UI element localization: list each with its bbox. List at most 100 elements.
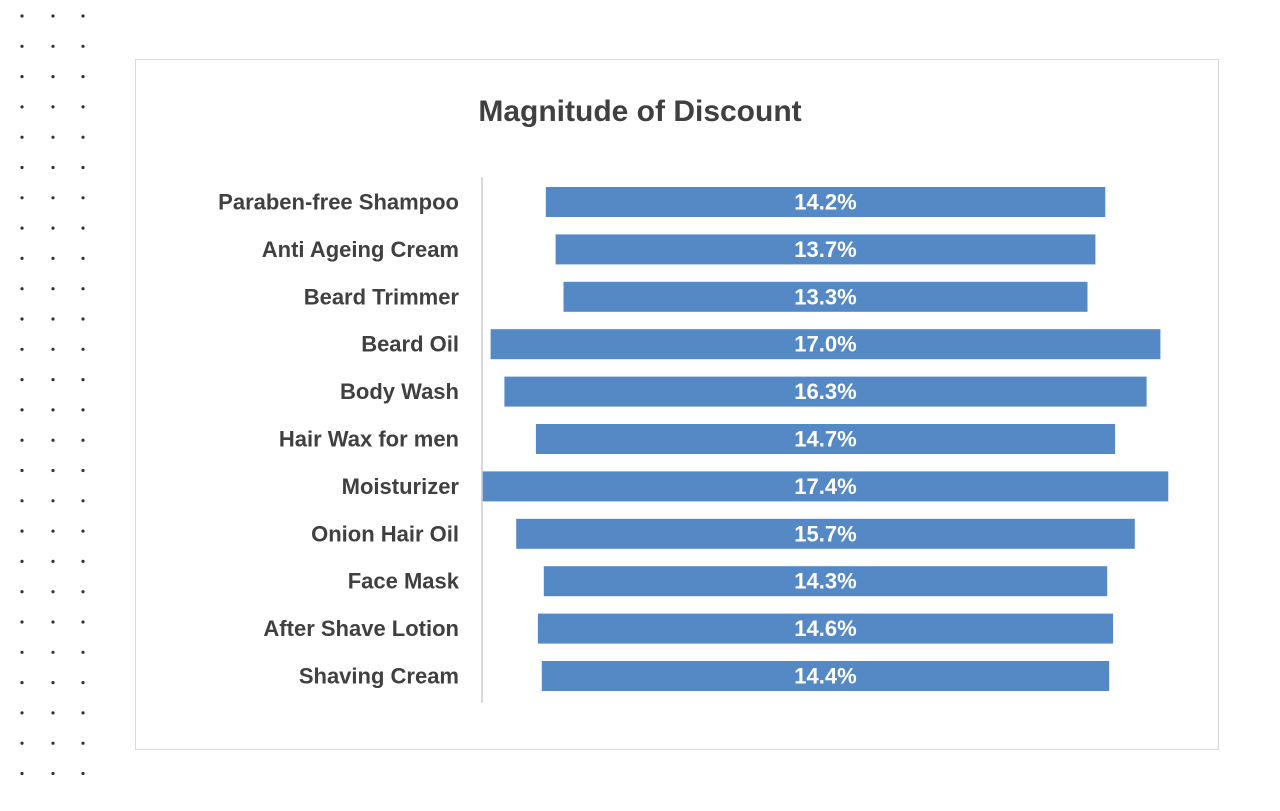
decor-dot	[51, 75, 55, 79]
decor-dot	[51, 287, 55, 291]
decor-dot	[81, 408, 85, 412]
data-label: 14.2%	[794, 190, 856, 215]
category-tick-label: Shaving Cream	[299, 664, 459, 689]
data-label: 14.4%	[794, 664, 856, 689]
decor-dot	[20, 256, 24, 260]
decor-dot	[51, 711, 55, 715]
decor-dot	[51, 499, 55, 503]
decor-dot	[20, 650, 24, 654]
decor-dot	[20, 468, 24, 473]
decor-dot	[81, 529, 85, 533]
decor-dot	[20, 14, 24, 18]
decor-dot	[51, 771, 55, 776]
category-tick-label: Hair Wax for men	[279, 427, 459, 452]
decor-dot	[20, 287, 24, 291]
decor-dot	[51, 256, 55, 260]
decor-dot	[51, 44, 55, 48]
decor-dot	[51, 196, 55, 200]
decor-dot	[20, 135, 24, 139]
decor-dot	[20, 105, 24, 109]
data-label: 16.3%	[794, 379, 856, 404]
bar	[490, 329, 1161, 360]
decor-dot	[81, 226, 85, 230]
decor-dot	[81, 256, 85, 260]
category-tick-label: Beard Trimmer	[304, 284, 460, 309]
decor-dot	[51, 165, 55, 170]
decor-dot	[51, 590, 55, 594]
data-label: 14.7%	[794, 427, 856, 452]
decor-dot	[81, 559, 85, 564]
decor-dot	[51, 105, 55, 109]
decor-dot	[81, 378, 85, 382]
bar	[563, 281, 1088, 312]
decor-dot	[51, 317, 55, 321]
decor-dot	[51, 468, 55, 473]
decor-dot	[51, 529, 55, 533]
decor-dot	[81, 105, 85, 109]
decor-dot	[20, 317, 24, 321]
decor-dot	[81, 771, 85, 776]
decor-dot	[81, 620, 85, 624]
decor-dot	[81, 681, 85, 685]
bar	[545, 187, 1106, 217]
category-tick-label: After Shave Lotion	[263, 616, 459, 641]
bar	[555, 234, 1096, 265]
decor-dot	[81, 44, 85, 48]
decor-dot	[81, 317, 85, 321]
category-tick-label: Beard Oil	[361, 332, 459, 357]
decor-dot	[51, 408, 55, 412]
decor-dot	[51, 741, 55, 745]
bar	[543, 566, 1108, 597]
decor-dot	[51, 438, 55, 442]
decor-dot	[81, 14, 85, 18]
bar	[535, 424, 1116, 454]
decor-dot	[81, 650, 85, 654]
decor-dot	[51, 620, 55, 624]
decor-dot	[51, 226, 55, 230]
decor-dot	[81, 196, 85, 200]
data-label: 17.0%	[794, 332, 856, 357]
decor-dot	[20, 620, 24, 624]
category-tick-label: Onion Hair Oil	[311, 521, 459, 546]
decor-dot	[20, 75, 24, 79]
decor-dot	[81, 499, 85, 503]
decor-dot	[20, 347, 24, 351]
decor-dot	[20, 165, 24, 170]
decorative-dot-grid	[20, 14, 85, 776]
decor-dot	[81, 135, 85, 139]
decor-dot	[51, 681, 55, 685]
decor-dot	[81, 438, 85, 442]
decor-dot	[51, 650, 55, 654]
category-tick-label: Anti Ageing Cream	[262, 237, 459, 262]
decor-dot	[51, 378, 55, 382]
decor-dot	[81, 347, 85, 351]
bar	[537, 613, 1114, 644]
decor-dot	[20, 438, 24, 442]
data-label: 14.6%	[794, 616, 856, 641]
category-tick-label: Paraben-free Shampoo	[218, 190, 459, 215]
bar	[482, 471, 1169, 502]
chart-title: Magnitude of Discount	[478, 95, 802, 128]
decor-dot	[51, 347, 55, 351]
decor-dot	[81, 741, 85, 745]
decor-dot	[20, 378, 24, 382]
decor-dot	[20, 499, 24, 503]
data-label: 13.7%	[794, 237, 856, 262]
decor-dot	[81, 287, 85, 291]
data-label: 17.4%	[794, 474, 856, 499]
decor-dot	[20, 711, 24, 715]
decor-dot	[81, 468, 85, 473]
bar	[541, 661, 1110, 691]
decor-dot	[81, 165, 85, 170]
decor-dot	[51, 559, 55, 564]
decor-dot	[20, 196, 24, 200]
decor-dot	[20, 559, 24, 564]
decor-dot	[81, 590, 85, 594]
category-tick-label: Face Mask	[348, 569, 460, 594]
bar	[504, 376, 1147, 407]
decor-dot	[20, 44, 24, 48]
decor-dot	[20, 741, 24, 745]
decor-dot	[20, 226, 24, 230]
decor-dot	[20, 408, 24, 412]
